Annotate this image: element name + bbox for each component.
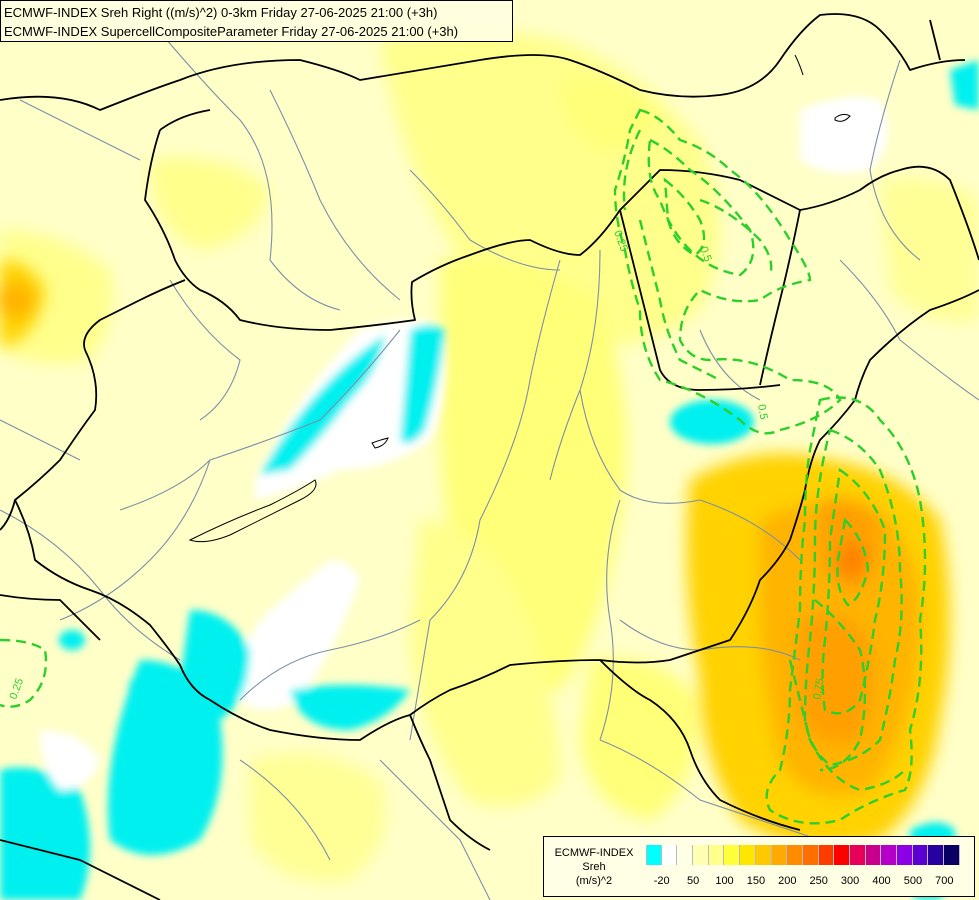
legend-swatch <box>755 845 772 865</box>
legend-tick-labels: -20 50 100 150 200 250 300 400 500 700 <box>646 875 976 891</box>
title-line-scp: ECMWF-INDEX SupercellCompositeParameter … <box>4 24 459 39</box>
legend-swatch <box>646 845 662 865</box>
contour-label-d: 0.5 <box>755 403 769 420</box>
country-borders <box>0 13 979 900</box>
legend-tick-label: 300 <box>840 875 860 887</box>
legend-tick-label: 500 <box>903 875 923 887</box>
legend-swatch <box>787 845 803 865</box>
legend-swatch <box>818 845 835 865</box>
legend-tick-label: 200 <box>778 875 797 887</box>
legend-swatch <box>677 845 694 865</box>
legend-units: (m/s)^2 <box>575 875 613 887</box>
lakes <box>188 54 851 543</box>
rivers <box>0 19 979 900</box>
color-legend: ECMWF-INDEX Sreh (m/s)^2 -20 50 100 150 200 2… <box>543 836 975 897</box>
legend-swatch <box>897 845 913 865</box>
title-line-sreh: ECMWF-INDEX Sreh Right ((m/s)^2) 0-3km F… <box>4 5 438 20</box>
legend-tick-label: 150 <box>746 875 766 887</box>
legend-tick-label: 400 <box>872 875 891 887</box>
legend-swatch <box>912 845 929 865</box>
legend-swatch <box>661 845 678 865</box>
field-low <box>0 60 979 900</box>
legend-tick-label: 50 <box>686 875 700 887</box>
legend-swatch <box>834 845 850 865</box>
legend-swatch <box>802 845 819 865</box>
legend-label: ECMWF-INDEX Sreh (m/s)^2 <box>550 846 638 888</box>
legend-tick-label: 100 <box>715 875 734 887</box>
legend-swatch <box>771 845 788 865</box>
legend-tick-label: 250 <box>809 875 828 887</box>
legend-color-bar <box>646 845 960 865</box>
legend-tick-label: -20 <box>653 875 670 887</box>
legend-swatch <box>849 845 866 865</box>
legend-variable: Sreh <box>582 861 606 873</box>
legend-swatch <box>708 845 725 865</box>
legend-tick-label: 700 <box>935 875 954 887</box>
legend-title: ECMWF-INDEX <box>554 847 634 859</box>
contour-label-e: 0.75 <box>811 677 827 700</box>
legend-swatch <box>740 845 756 865</box>
legend-swatch <box>724 845 741 865</box>
contour-label-c: 0.5 <box>697 245 714 263</box>
legend-swatch <box>928 845 945 865</box>
legend-swatch <box>693 845 709 865</box>
map-title-box: ECMWF-INDEX Sreh Right ((m/s)^2) 0-3km F… <box>0 0 513 42</box>
legend-swatch <box>865 845 882 865</box>
legend-swatch <box>944 845 960 865</box>
legend-swatch <box>881 845 897 865</box>
scp-contours <box>0 108 927 825</box>
